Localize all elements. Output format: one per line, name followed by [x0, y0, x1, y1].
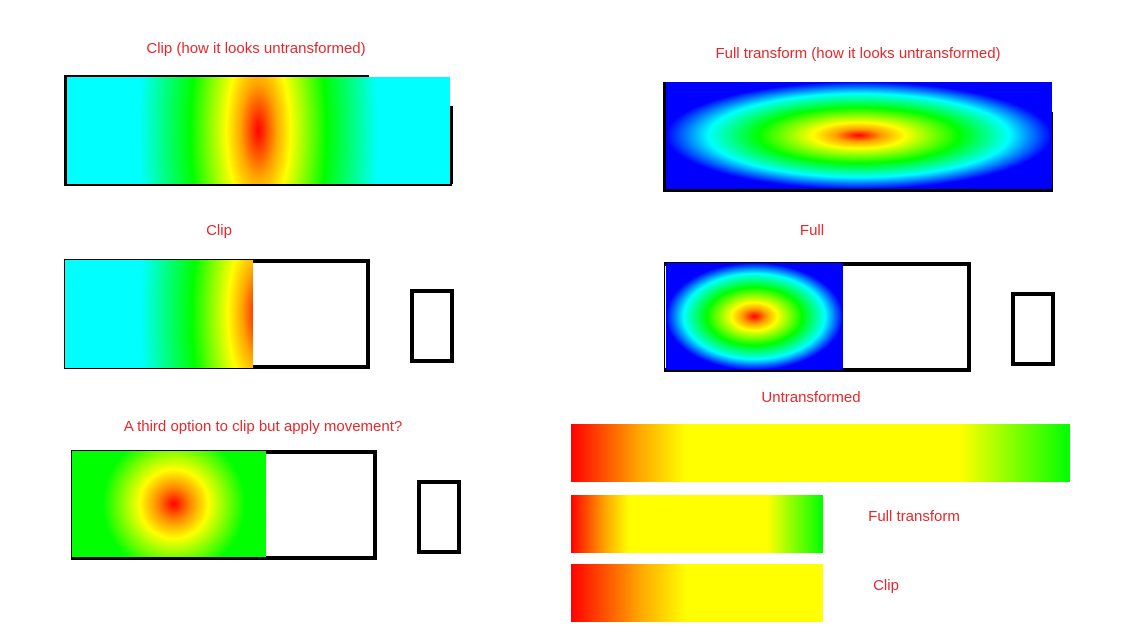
label-full-transform: Full transform	[868, 508, 960, 525]
small-outline-rect	[410, 289, 454, 363]
label-full-untransformed: Full transform (how it looks untransform…	[715, 45, 1001, 62]
label-third-option: A third option to clip but apply movemen…	[123, 418, 403, 435]
radial-gradient-rect	[67, 77, 450, 184]
untransformed-linear-bar	[571, 424, 1070, 482]
small-outline-rect	[417, 480, 461, 554]
clipped-gradient-rect	[65, 260, 253, 368]
label-clip-untransformed: Clip (how it looks untransformed)	[146, 40, 366, 57]
label-untransformed: Untransformed	[761, 389, 861, 406]
frame-edge-left	[663, 82, 666, 192]
full-transform-linear-bar	[571, 495, 823, 553]
frame-edge-right	[1051, 112, 1053, 190]
label-clip: Clip	[206, 222, 232, 239]
scaled-gradient-rect	[666, 263, 843, 370]
small-outline-rect	[1011, 292, 1055, 366]
label-full: Full	[799, 222, 825, 239]
clip-linear-bar	[571, 564, 823, 622]
frame-edge-top	[64, 75, 369, 77]
frame-edge-bottom	[64, 183, 452, 186]
frame-edge-bottom	[663, 189, 1053, 192]
moved-gradient-rect	[72, 451, 266, 557]
frame-edge-left	[64, 75, 67, 186]
radial-gradient-ellipse-rect	[666, 82, 1052, 189]
frame-edge-right	[450, 106, 453, 184]
label-clip-linear: Clip	[873, 577, 899, 594]
